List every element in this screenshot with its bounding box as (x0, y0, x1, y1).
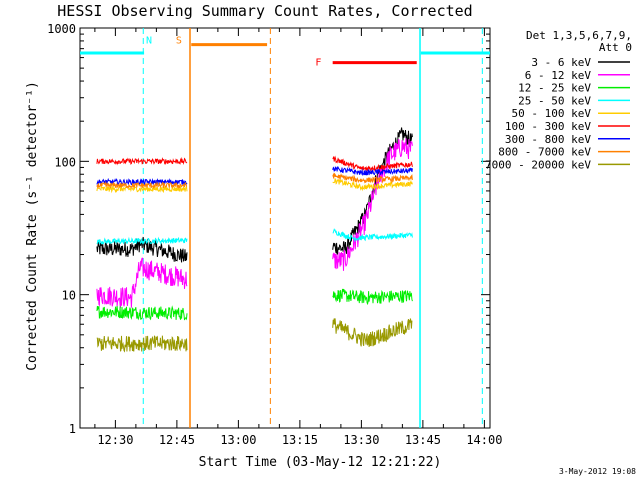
series-line-6 (96, 177, 188, 187)
y-axis-label: Corrected Count Rate (s⁻¹ detector⁻¹) (25, 81, 40, 371)
x-tick-label: 13:00 (220, 433, 256, 447)
series-line-1 (332, 138, 413, 271)
series-line-2 (332, 288, 413, 306)
flag-n-label: N (146, 35, 152, 46)
series-line-0 (96, 236, 188, 263)
legend-label: 6 - 12 keV (525, 69, 592, 82)
series-line-5 (96, 157, 188, 166)
x-tick-label: 14:00 (466, 433, 502, 447)
legend-header-attenuator: Att 0 (599, 41, 632, 54)
chart-title: HESSI Observing Summary Count Rates, Cor… (57, 2, 472, 20)
series-line-7 (96, 180, 188, 190)
series-lines (96, 127, 413, 353)
x-tick-label: 12:45 (159, 433, 195, 447)
series-line-8 (96, 335, 188, 353)
legend-label: 800 - 7000 keV (498, 146, 591, 159)
legend-label: 12 - 25 keV (518, 82, 591, 95)
axis-frame: 12:30 12:45 13:00 13:15 13:30 13:45 14:00 1 10 10… (47, 22, 502, 447)
flag-bars: N S F (80, 28, 490, 428)
series-line-4 (96, 184, 188, 194)
plot-frame (79, 27, 491, 429)
series-line-5 (332, 155, 413, 172)
x-tick-label: 12:30 (97, 433, 133, 447)
legend-label: 300 - 800 keV (505, 133, 591, 146)
y-tick-label: 10 (62, 289, 76, 303)
series-line-3 (332, 228, 413, 243)
flag-s-label: S (176, 35, 182, 46)
y-tick-label: 1000 (47, 22, 76, 36)
legend-label: 100 - 300 keV (505, 120, 591, 133)
date-stamp: 3-May-2012 19:08 (559, 467, 636, 476)
legend-label: 50 - 100 keV (512, 107, 592, 120)
y-tick-label: 100 (54, 155, 76, 169)
series-line-3 (96, 236, 188, 246)
y-tick-label: 1 (69, 422, 76, 436)
x-tick-label: 13:45 (405, 433, 441, 447)
x-tick-label: 13:30 (343, 433, 379, 447)
legend-label: 25 - 50 keV (518, 94, 591, 107)
legend-label: 7000 - 20000 keV (485, 158, 591, 171)
series-line-1 (96, 257, 188, 309)
series-line-7 (332, 172, 413, 184)
legend-header-detectors: Det 1,3,5,6,7,9, (526, 29, 632, 42)
x-axis-label: Start Time (03-May-12 12:21:22) (199, 455, 442, 470)
legend-label: 3 - 6 keV (531, 56, 591, 69)
series-line-8 (332, 318, 413, 348)
series-line-2 (96, 305, 188, 321)
flag-f-label: F (315, 58, 321, 69)
series-line-6 (332, 166, 413, 176)
x-tick-label: 13:15 (282, 433, 318, 447)
series-line-4 (332, 178, 413, 192)
